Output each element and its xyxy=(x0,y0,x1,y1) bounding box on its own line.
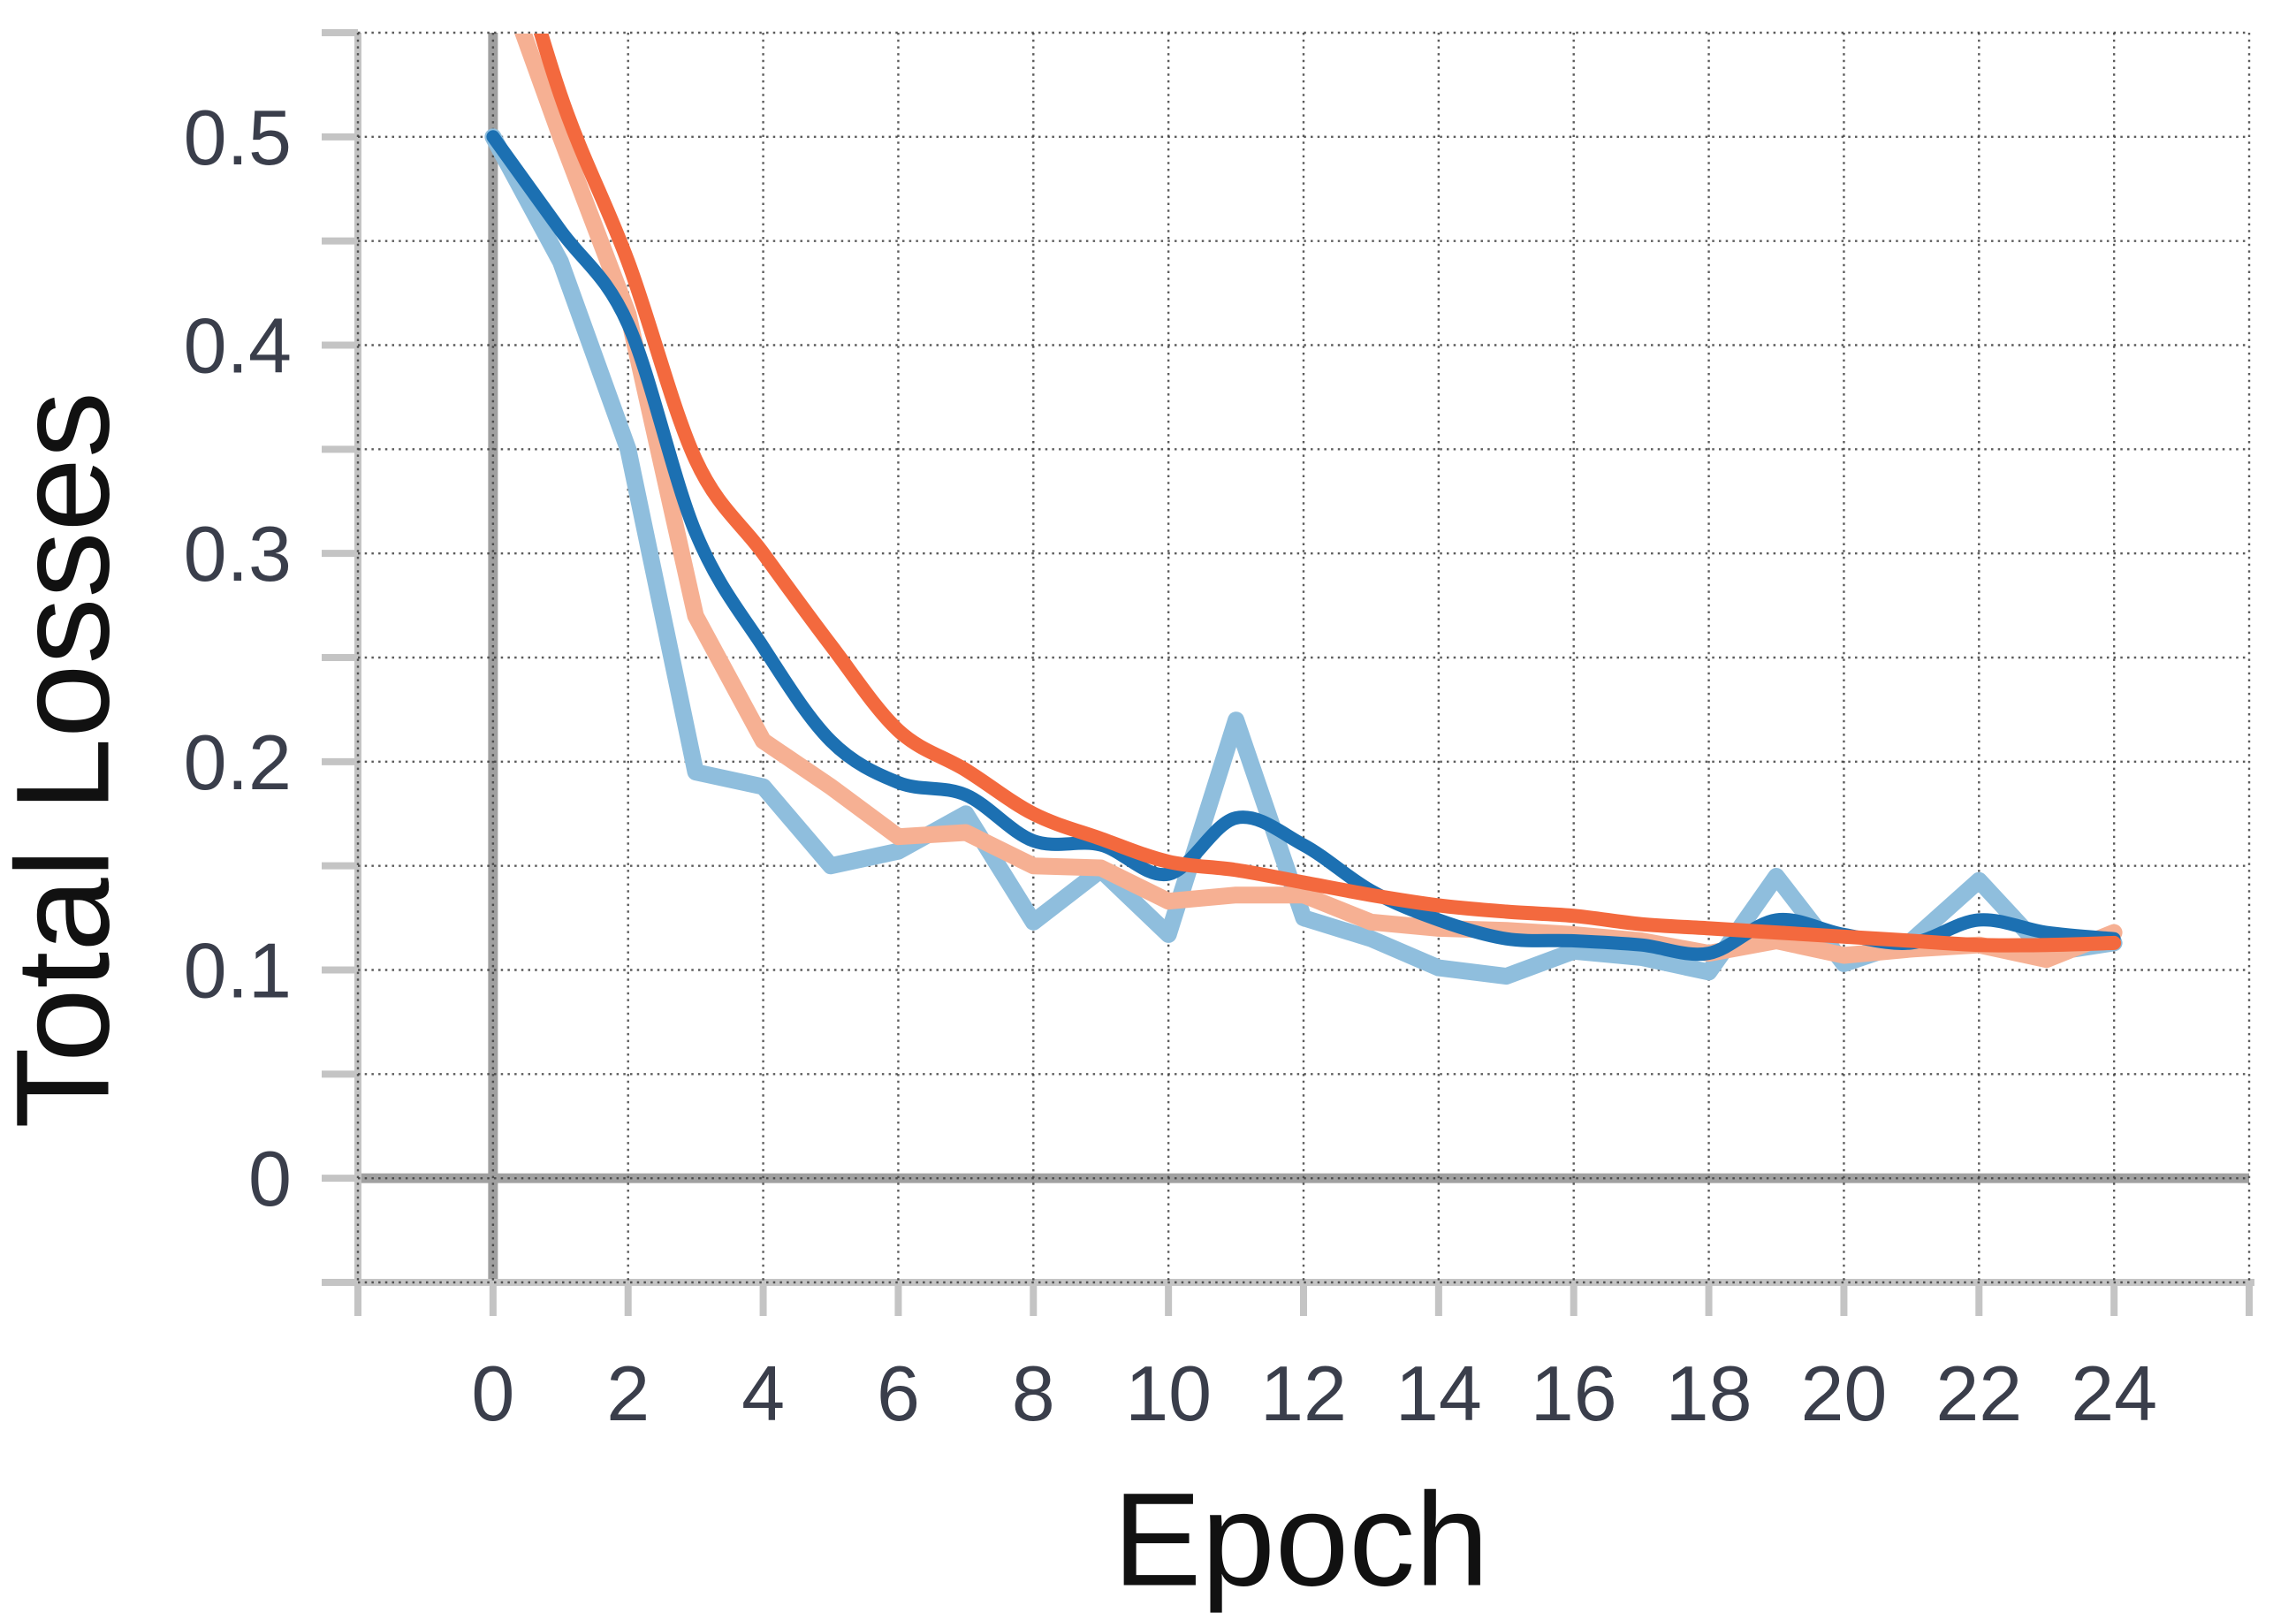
x-tick-label: 6 xyxy=(877,1350,920,1437)
series-orange_smoothed xyxy=(533,34,2122,953)
x-tick-label: 18 xyxy=(1666,1350,1752,1437)
x-tick-label: 24 xyxy=(2071,1350,2157,1437)
x-axis-title: Epoch xyxy=(1113,1464,1489,1614)
plot-area xyxy=(484,34,2123,985)
y-axis-title: Total Losses xyxy=(0,392,137,1129)
x-tick-label: 20 xyxy=(1800,1350,1887,1437)
x-tick-label: 10 xyxy=(1125,1350,1212,1437)
y-tick-label: 0.1 xyxy=(184,927,292,1015)
series-orange_light_raw xyxy=(514,34,2123,969)
y-tick-label: 0 xyxy=(248,1135,292,1222)
y-tick-label: 0.2 xyxy=(184,719,292,806)
series-blue_smoothed xyxy=(486,130,2121,962)
x-tick-label: 12 xyxy=(1260,1350,1347,1437)
y-tick-label: 0.4 xyxy=(184,302,292,390)
x-tick-label: 8 xyxy=(1012,1350,1055,1437)
x-tick-label: 22 xyxy=(1935,1350,2022,1437)
y-tick-label: 0.3 xyxy=(184,510,292,597)
x-tick-label: 0 xyxy=(471,1350,514,1437)
x-tick-label: 4 xyxy=(741,1350,785,1437)
x-tick-label: 2 xyxy=(606,1350,650,1437)
x-tick-label: 14 xyxy=(1395,1350,1482,1437)
x-tick-label: 16 xyxy=(1531,1350,1617,1437)
y-tick-label: 0.5 xyxy=(184,94,292,181)
